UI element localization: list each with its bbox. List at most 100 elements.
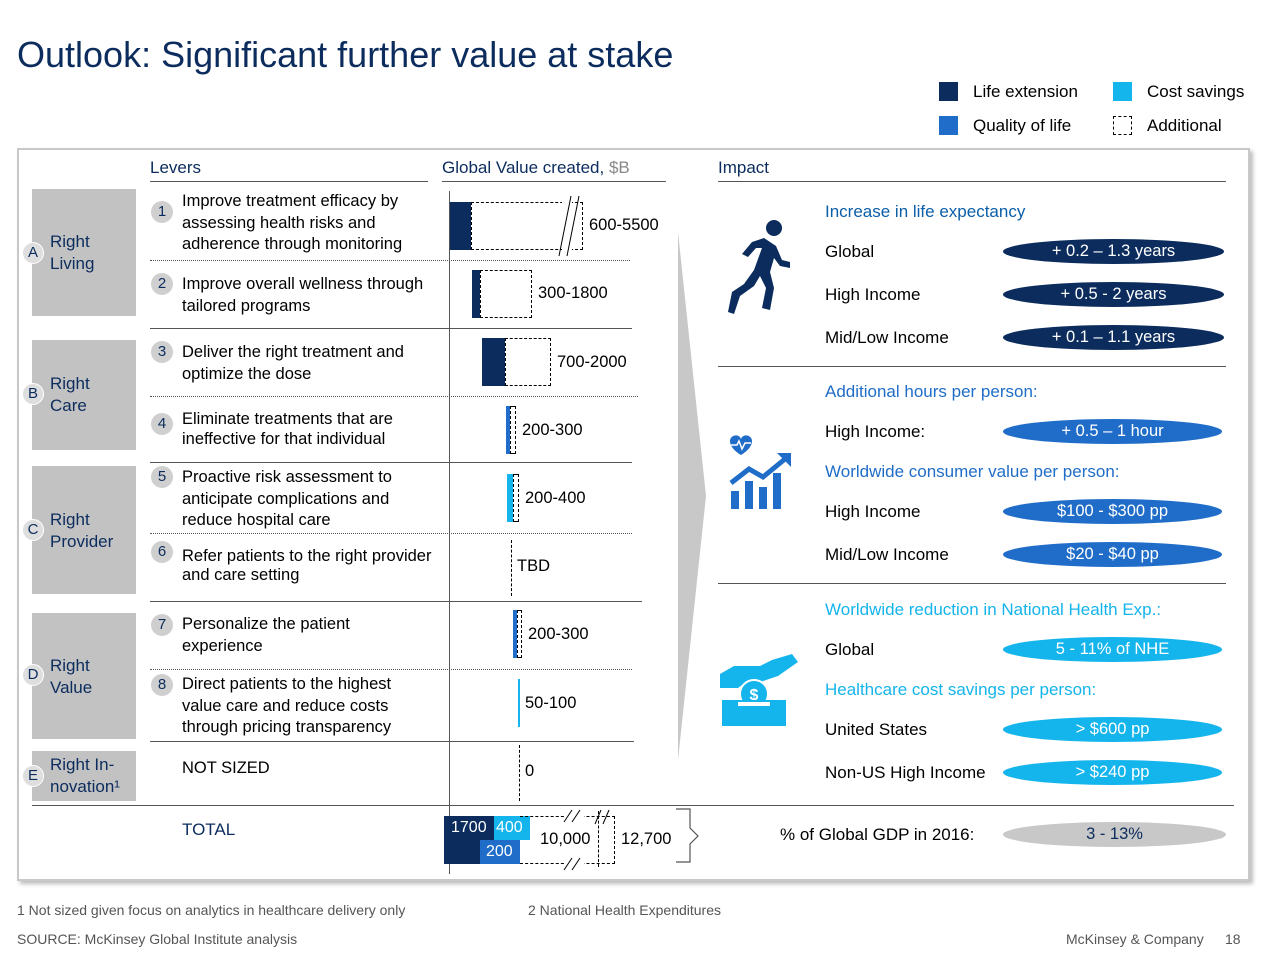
impact-label-high-income: High Income bbox=[825, 285, 921, 304]
total-life-extension-value: 1700 bbox=[451, 819, 487, 836]
impact-heading-consumer-value: Worldwide consumer value per person: bbox=[825, 462, 1120, 481]
not-sized-label: NOT SIZED bbox=[182, 759, 270, 777]
category-name-line: Living bbox=[50, 254, 95, 273]
category-letter-d: D bbox=[22, 664, 44, 686]
bar-2-additional bbox=[480, 270, 532, 318]
impact-pill-global-life: + 0.2 – 1.3 years bbox=[1003, 239, 1224, 264]
bar-not-sized bbox=[519, 745, 520, 801]
bar-6-tbd bbox=[511, 540, 512, 596]
legend-label-cost-savings: Cost savings bbox=[1147, 82, 1245, 101]
category-name-line: Right bbox=[50, 232, 90, 251]
chevron-arrow-icon bbox=[678, 232, 706, 760]
category-letter-e: E bbox=[22, 765, 44, 787]
category-box-right-value bbox=[32, 613, 136, 739]
category-box-right-innovation bbox=[32, 751, 136, 801]
category-name-right-provider: Right Provider bbox=[50, 509, 113, 553]
footnote-2: 2 National Health Expenditures bbox=[528, 902, 722, 918]
impact-label-global: Global bbox=[825, 242, 875, 261]
category-name-right-value: Right Value bbox=[50, 655, 92, 699]
impact-heading-nhe-reduction: Worldwide reduction in National Health E… bbox=[825, 600, 1162, 619]
row-divider bbox=[150, 669, 632, 670]
total-additional-value: 10,000 bbox=[540, 830, 591, 849]
impact-header-rule bbox=[718, 181, 1226, 182]
impact-label-united-states: United States bbox=[825, 720, 928, 739]
gdp-label: % of Global GDP in 2016: bbox=[780, 825, 975, 844]
category-name-right-living: Right Living bbox=[50, 231, 94, 275]
row-divider bbox=[150, 533, 632, 534]
row-divider bbox=[150, 462, 632, 463]
category-box-right-living bbox=[32, 189, 136, 316]
impact-heading-additional-hours: Additional hours per person: bbox=[825, 382, 1038, 401]
value-header-main: Global Value created, bbox=[442, 158, 605, 177]
legend-label-quality-of-life: Quality of life bbox=[973, 116, 1072, 135]
category-name-line: Provider bbox=[50, 532, 114, 551]
levers-header-rule bbox=[150, 181, 428, 182]
value-axis bbox=[449, 191, 450, 874]
impact-label-global-nhe: Global bbox=[825, 640, 875, 659]
row-divider bbox=[150, 328, 632, 329]
lever-text-1: Improve treatment efficacy by assessing … bbox=[182, 192, 403, 253]
category-name-right-care: Right Care bbox=[50, 373, 90, 417]
lever-text-2: Improve overall wellness through tailore… bbox=[182, 275, 424, 315]
total-additional-divider bbox=[598, 811, 599, 867]
lever-number-8: 8 bbox=[151, 674, 173, 696]
impact-pill-high-income-life: + 0.5 - 2 years bbox=[1003, 282, 1224, 307]
value-4: 200-300 bbox=[522, 421, 583, 439]
value-header-rule bbox=[442, 181, 666, 182]
bar-2-life-extension bbox=[472, 270, 480, 318]
row-divider bbox=[150, 601, 642, 602]
lever-number-4: 4 bbox=[151, 413, 173, 435]
total-quality-of-life-bar bbox=[480, 840, 520, 864]
legend-swatch-life-extension bbox=[939, 82, 958, 101]
impact-pill-mid-low-income-life: + 0.1 – 1.1 years bbox=[1003, 325, 1224, 350]
category-letter-a: A bbox=[22, 242, 44, 264]
lever-number-6: 6 bbox=[151, 541, 173, 563]
legend-swatch-additional bbox=[1113, 116, 1132, 135]
total-quality-of-life-value: 200 bbox=[486, 843, 513, 860]
bar-3-life-extension bbox=[482, 338, 505, 386]
lever-number-5: 5 bbox=[151, 466, 173, 488]
gdp-pill: 3 - 13% bbox=[1003, 822, 1226, 847]
impact-heading-cost-savings: Healthcare cost savings per person: bbox=[825, 680, 1097, 699]
lever-text-6: Refer patients to the right provider and… bbox=[182, 547, 432, 584]
category-name-line: Care bbox=[50, 396, 87, 415]
legend-swatch-cost-savings bbox=[1113, 82, 1132, 101]
lever-number-2: 2 bbox=[151, 273, 173, 295]
total-cost-savings-value: 400 bbox=[496, 819, 523, 836]
impact-pill-non-us-high-income: > $240 pp bbox=[1003, 760, 1222, 785]
impact-pill-high-income-hours: + 0.5 – 1 hour bbox=[1003, 419, 1222, 444]
total-separator bbox=[32, 805, 1234, 806]
row-divider bbox=[150, 396, 638, 397]
category-box-right-provider bbox=[32, 466, 136, 594]
category-letter-b: B bbox=[22, 383, 44, 405]
category-name-line: Right bbox=[50, 374, 90, 393]
value-header-unit: $B bbox=[608, 158, 630, 177]
svg-text:$: $ bbox=[750, 687, 759, 704]
impact-label-non-us-high-income: Non-US High Income bbox=[825, 763, 986, 782]
category-name-line: Right bbox=[50, 656, 90, 675]
coin-hand-icon: $ bbox=[720, 654, 798, 726]
legend-label-additional: Additional bbox=[1147, 116, 1222, 135]
value-6: TBD bbox=[517, 557, 550, 575]
legend-swatch-quality-of-life bbox=[939, 116, 958, 135]
row-divider bbox=[150, 260, 630, 261]
impact-divider bbox=[718, 583, 1226, 584]
impact-header: Impact bbox=[718, 158, 770, 177]
impact-pill-global-nhe: 5 - 11% of NHE bbox=[1003, 637, 1222, 662]
value-not-sized: 0 bbox=[525, 762, 535, 780]
company-name: McKinsey & Company bbox=[1066, 931, 1204, 947]
category-name-line: Right bbox=[50, 510, 90, 529]
row-divider bbox=[150, 741, 634, 742]
footnote-1: 1 Not sized given focus on analytics in … bbox=[17, 902, 406, 918]
impact-heading-life-expectancy: Increase in life expectancy bbox=[825, 202, 1026, 221]
axis-break-icon bbox=[594, 809, 610, 825]
lever-text-8: Direct patients to the highest value car… bbox=[182, 675, 392, 736]
value-2: 300-1800 bbox=[538, 284, 608, 302]
category-name-line: novation¹ bbox=[50, 777, 120, 796]
impact-label-mid-low-income-consumer: Mid/Low Income bbox=[825, 545, 949, 564]
bar-7-quality-of-life bbox=[513, 610, 517, 658]
category-name-line: Value bbox=[50, 678, 93, 697]
total-sum-value: 12,700 bbox=[621, 830, 672, 848]
value-header: Global Value created, $B bbox=[442, 158, 630, 178]
legend-label-life-extension: Life extension bbox=[973, 82, 1078, 101]
